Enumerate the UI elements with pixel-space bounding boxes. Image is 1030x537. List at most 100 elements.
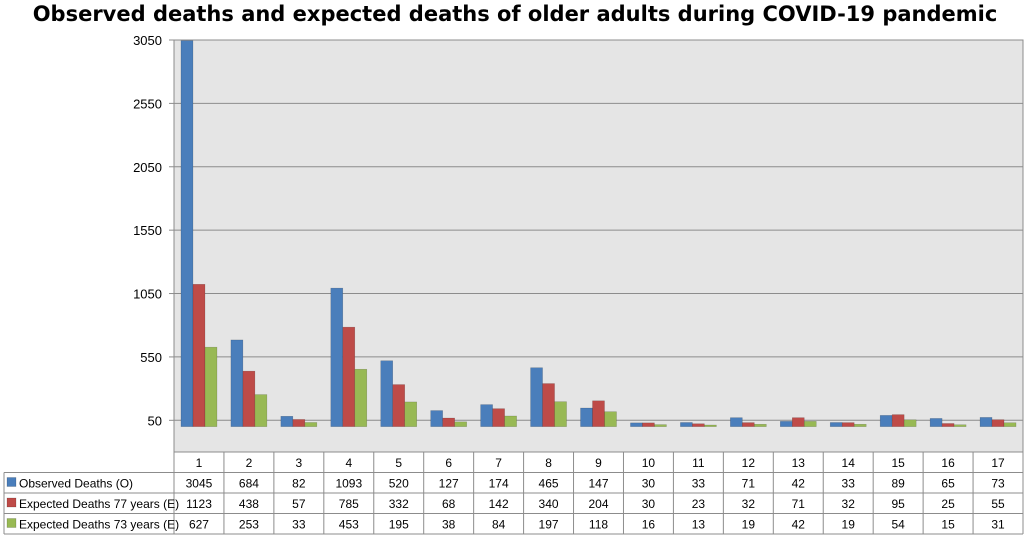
bar (442, 417, 455, 427)
data-label: 30 (642, 497, 656, 511)
data-label: 3045 (186, 477, 213, 491)
bar (430, 410, 443, 427)
data-label: 33 (692, 477, 706, 491)
bar (530, 367, 543, 427)
bar (392, 384, 405, 427)
data-label: 38 (442, 518, 456, 532)
x-tick-label: 8 (545, 456, 552, 470)
bar (480, 404, 493, 427)
bar (580, 407, 593, 427)
bar (292, 419, 306, 427)
data-label: 174 (489, 477, 509, 491)
bar (654, 424, 667, 427)
data-label: 785 (339, 497, 359, 511)
x-tick-label: 2 (246, 456, 253, 470)
data-label: 684 (239, 477, 259, 491)
data-label: 71 (742, 477, 756, 491)
bar (342, 326, 356, 427)
bar (991, 419, 1005, 427)
x-tick-label: 16 (941, 456, 955, 470)
data-label: 118 (589, 518, 608, 532)
x-tick-label: 1 (196, 456, 203, 470)
x-tick-label: 9 (595, 456, 602, 470)
data-label: 627 (189, 518, 209, 532)
data-label: 82 (292, 477, 306, 491)
bar (204, 346, 218, 427)
legend-swatch (6, 518, 17, 528)
bar (330, 287, 344, 427)
x-tick-label: 13 (792, 456, 806, 470)
data-label: 520 (389, 477, 409, 491)
data-label: 57 (292, 497, 306, 511)
bar (492, 408, 505, 427)
bar (304, 422, 318, 427)
data-label: 95 (891, 497, 905, 511)
data-label: 13 (692, 518, 706, 532)
bar (879, 415, 893, 427)
y-tick-label: 550 (140, 350, 162, 365)
bar (829, 422, 843, 427)
x-tick-label: 4 (345, 456, 352, 470)
x-tick-label: 15 (891, 456, 905, 470)
bar (841, 422, 855, 427)
bar (592, 400, 605, 427)
data-label: 23 (692, 497, 706, 511)
y-tick-label: 2050 (133, 160, 162, 175)
data-label: 1093 (335, 477, 362, 491)
bar (280, 416, 294, 427)
legend-swatch (6, 497, 17, 508)
bar (230, 339, 244, 427)
bar (929, 418, 943, 427)
x-tick-label: 7 (495, 456, 502, 470)
x-tick-label: 12 (742, 456, 756, 470)
data-label: 197 (539, 518, 559, 532)
bar (404, 401, 417, 427)
chart-title: Observed deaths and expected deaths of o… (32, 2, 998, 26)
bar (891, 414, 905, 427)
data-label: 142 (489, 497, 509, 511)
legend-label: Expected Deaths 77 years (E) (19, 497, 179, 511)
bar (941, 423, 955, 427)
bar (903, 419, 917, 427)
bar (804, 421, 817, 427)
data-label: 33 (292, 518, 306, 532)
bar (192, 284, 206, 427)
legend-label: Expected Deaths 73 years (E) (19, 518, 179, 532)
bar (692, 423, 705, 427)
x-tick-label: 14 (842, 456, 856, 470)
data-label: 42 (792, 518, 806, 532)
data-label: 89 (891, 477, 905, 491)
data-label: 204 (588, 497, 608, 511)
bar (742, 422, 755, 427)
bar (504, 415, 517, 427)
data-label: 195 (389, 518, 409, 532)
bar (180, 40, 194, 427)
bar (630, 422, 643, 427)
bar (792, 417, 805, 427)
data-label: 30 (642, 477, 656, 491)
x-tick-label: 10 (642, 456, 656, 470)
x-tick-label: 17 (991, 456, 1005, 470)
data-label: 54 (891, 518, 905, 532)
y-tick-label: 1550 (133, 223, 162, 238)
bar (242, 370, 256, 427)
data-label: 340 (539, 497, 559, 511)
data-label: 31 (991, 518, 1005, 532)
y-tick-label: 1050 (133, 287, 162, 302)
data-label: 55 (991, 497, 1005, 511)
x-tick-label: 5 (395, 456, 402, 470)
bar (642, 422, 655, 427)
data-label: 147 (588, 477, 608, 491)
x-tick-label: 3 (296, 456, 303, 470)
data-label: 15 (941, 518, 955, 532)
bar (354, 368, 368, 427)
data-label: 33 (842, 477, 856, 491)
data-label: 19 (842, 518, 856, 532)
bar (704, 424, 717, 427)
x-tick-label: 11 (692, 456, 705, 470)
data-label: 438 (239, 497, 259, 511)
data-label: 73 (991, 477, 1005, 491)
bar (754, 423, 767, 427)
bar (853, 423, 867, 427)
